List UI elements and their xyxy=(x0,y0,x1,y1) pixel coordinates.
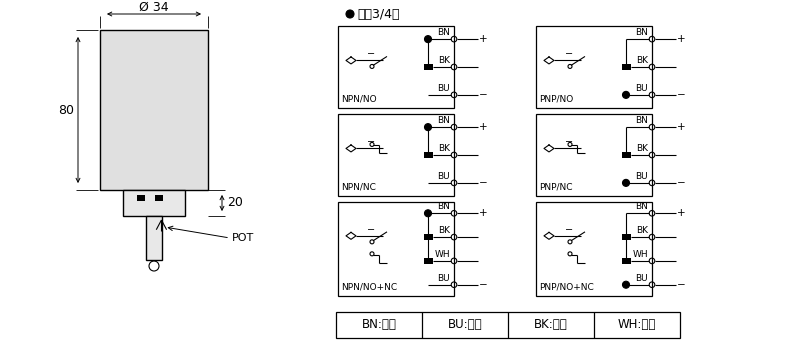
Bar xyxy=(622,152,630,158)
Bar xyxy=(536,26,652,108)
Text: −: − xyxy=(367,137,375,147)
Text: BK: BK xyxy=(636,226,648,235)
Bar xyxy=(536,114,652,196)
Text: NPN/NO: NPN/NO xyxy=(341,95,377,104)
Text: −: − xyxy=(677,90,686,100)
Text: +: + xyxy=(479,208,488,218)
Text: 80: 80 xyxy=(58,103,74,117)
Text: NPN/NO+NC: NPN/NO+NC xyxy=(341,283,397,292)
Bar xyxy=(536,202,652,296)
Bar xyxy=(622,258,630,264)
Text: BN: BN xyxy=(437,202,450,211)
Text: BK: BK xyxy=(636,144,648,153)
Text: −: − xyxy=(367,225,375,235)
Text: BN: BN xyxy=(635,116,648,125)
Text: BU: BU xyxy=(438,84,450,93)
Text: −: − xyxy=(565,225,573,235)
Circle shape xyxy=(346,10,354,18)
Text: BN: BN xyxy=(437,116,450,125)
Text: BN: BN xyxy=(635,202,648,211)
Text: −: − xyxy=(479,280,488,290)
Bar xyxy=(155,195,163,201)
Text: Ø 34: Ø 34 xyxy=(139,0,169,13)
Text: +: + xyxy=(677,122,686,132)
Text: +: + xyxy=(677,208,686,218)
Text: BK:黑色: BK:黑色 xyxy=(534,319,568,332)
Circle shape xyxy=(425,36,431,43)
Bar xyxy=(622,234,630,240)
Text: +: + xyxy=(479,34,488,44)
Circle shape xyxy=(425,210,431,217)
Bar xyxy=(423,64,433,70)
Text: −: − xyxy=(677,178,686,188)
Text: WH: WH xyxy=(632,250,648,259)
Circle shape xyxy=(622,180,630,186)
Text: WH: WH xyxy=(434,250,450,259)
Text: BU: BU xyxy=(438,172,450,181)
Text: +: + xyxy=(677,34,686,44)
Text: −: − xyxy=(479,90,488,100)
Text: −: − xyxy=(565,49,573,59)
Bar xyxy=(423,152,433,158)
Text: WH:白色: WH:白色 xyxy=(618,319,656,332)
Bar xyxy=(100,30,208,190)
Bar xyxy=(137,195,145,201)
Bar xyxy=(336,312,680,338)
Bar xyxy=(423,258,433,264)
Text: BK: BK xyxy=(438,56,450,65)
Bar xyxy=(423,234,433,240)
Text: BU: BU xyxy=(635,84,648,93)
Text: 20: 20 xyxy=(227,196,243,209)
Bar xyxy=(338,114,454,196)
Text: BU: BU xyxy=(635,274,648,283)
Text: PNP/NC: PNP/NC xyxy=(539,183,573,192)
Text: BU:兰色: BU:兰色 xyxy=(448,319,482,332)
Text: BN: BN xyxy=(635,28,648,37)
Text: BK: BK xyxy=(438,144,450,153)
Text: POT: POT xyxy=(232,233,254,243)
Text: 直流3/4线: 直流3/4线 xyxy=(357,7,399,20)
Text: +: + xyxy=(479,122,488,132)
Bar xyxy=(338,26,454,108)
Text: −: − xyxy=(479,178,488,188)
Text: BK: BK xyxy=(636,56,648,65)
Text: BK: BK xyxy=(438,226,450,235)
Text: −: − xyxy=(367,49,375,59)
Text: BN:棕色: BN:棕色 xyxy=(362,319,397,332)
Circle shape xyxy=(622,281,630,288)
Text: PNP/NO: PNP/NO xyxy=(539,95,574,104)
Text: BU: BU xyxy=(635,172,648,181)
Text: PNP/NO+NC: PNP/NO+NC xyxy=(539,283,594,292)
Bar xyxy=(622,64,630,70)
Bar xyxy=(338,202,454,296)
Text: BU: BU xyxy=(438,274,450,283)
Text: −: − xyxy=(565,137,573,147)
Circle shape xyxy=(425,124,431,131)
Text: BN: BN xyxy=(437,28,450,37)
Bar xyxy=(146,216,162,260)
Bar xyxy=(123,190,185,216)
Circle shape xyxy=(622,92,630,98)
Text: NPN/NC: NPN/NC xyxy=(341,183,376,192)
Text: −: − xyxy=(677,280,686,290)
